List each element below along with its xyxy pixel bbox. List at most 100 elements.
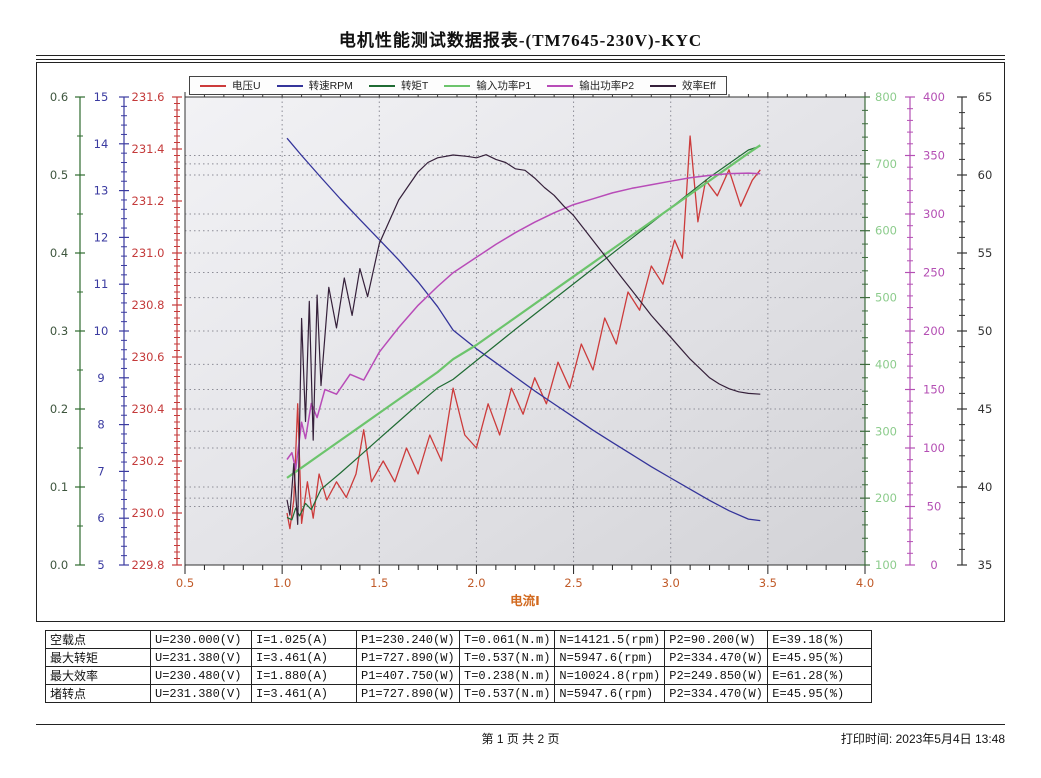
series-speed-rpm — [286, 137, 761, 522]
cell-voltage: U=230.000(V) — [150, 630, 252, 649]
legend-label: 输出功率P2 — [579, 80, 635, 92]
table-row-max-efficiency: 最大效率 U=230.480(V) I=1.880(A) P1=407.750(… — [45, 666, 873, 685]
cell-input-power: P1=407.750(W) — [356, 666, 460, 685]
x-tick-label: 3.5 — [759, 576, 777, 590]
y-tick-label-T: 0.3 — [50, 324, 68, 338]
cell-speed: N=10024.8(rpm) — [554, 666, 666, 685]
y-tick-label-U: 230.8 — [132, 298, 165, 312]
x-axis: 0.5 1.0 1.5 2.0 2.5 3.0 3.5 4.0 电流I — [176, 92, 874, 608]
row-label: 最大转矩 — [45, 648, 151, 667]
y-axis-Eff: 35 40 45 50 55 60 65 — [957, 90, 992, 572]
cell-current: I=1.025(A) — [251, 630, 357, 649]
y-axis-RPM: 5 6 7 8 9 10 11 12 13 14 15 — [94, 90, 129, 572]
y-tick-label-RPM: 6 — [97, 511, 104, 525]
cell-input-power: P1=727.890(W) — [356, 648, 460, 667]
y-tick-label-T: 0.0 — [50, 558, 68, 572]
legend-label: 电压U — [232, 80, 261, 92]
cell-output-power: P2=334.470(W) — [664, 648, 769, 667]
torque-line-sample — [368, 84, 395, 87]
y-tick-label-U: 229.8 — [132, 558, 165, 572]
y-tick-label-P1: 500 — [875, 291, 897, 305]
y-tick-label-RPM: 7 — [97, 464, 104, 478]
legend-item-input-power: 输入功率P1 — [444, 78, 531, 93]
y-tick-label-RPM: 15 — [94, 90, 109, 104]
y-tick-label-P2: 150 — [923, 383, 945, 397]
x-tick-label: 2.5 — [564, 576, 582, 590]
y-tick-label-Eff: 45 — [978, 402, 993, 416]
legend-item-voltage: 电压U — [200, 78, 261, 93]
y-axis-U: 229.8 230.0 230.2 230.4 230.6 230.8 231.0 231.2… — [132, 90, 182, 572]
row-label: 空载点 — [45, 630, 151, 649]
cell-torque: T=0.537(N.m) — [458, 684, 556, 703]
y-tick-label-RPM: 5 — [97, 558, 104, 572]
x-tick-label: 1.0 — [273, 576, 291, 590]
y-tick-label-P2: 50 — [927, 500, 942, 514]
y-tick-label-P1: 300 — [875, 424, 897, 438]
y-tick-label-P2: 300 — [923, 207, 945, 221]
performance-chart: 0.5 1.0 1.5 2.0 2.5 3.0 3.5 4.0电流I0.00.10.20.30… — [50, 90, 992, 608]
y-tick-label-T: 0.4 — [50, 246, 68, 260]
y-tick-label-RPM: 13 — [94, 184, 109, 198]
y-tick-label-Eff: 60 — [978, 168, 993, 182]
y-tick-label-T: 0.6 — [50, 90, 68, 104]
y-tick-label-RPM: 8 — [97, 418, 104, 432]
y-tick-label-U: 231.0 — [132, 246, 165, 260]
efficiency-line-sample — [650, 84, 677, 87]
cell-output-power: P2=90.200(W) — [664, 630, 769, 649]
legend-label: 输入功率P1 — [476, 80, 532, 92]
y-tick-label-T: 0.1 — [50, 480, 68, 494]
legend-item-speed: 转速RPM — [276, 78, 353, 93]
cell-output-power: P2=334.470(W) — [664, 684, 769, 703]
y-tick-label-P1: 600 — [875, 224, 897, 238]
x-tick-label: 4.0 — [856, 576, 874, 590]
y-tick-label-P2: 350 — [923, 149, 945, 163]
x-axis-title: 电流I — [510, 593, 540, 608]
series-input-power-p1 — [286, 144, 761, 479]
cell-torque: T=0.238(N.m) — [458, 666, 556, 685]
y-tick-label-P2: 0 — [930, 558, 937, 572]
y-tick-label-RPM: 14 — [94, 137, 109, 151]
legend-item-torque: 转矩T — [368, 78, 428, 93]
cell-voltage: U=230.480(V) — [150, 666, 252, 685]
x-tick-label: 1.5 — [370, 576, 388, 590]
cell-torque: T=0.537(N.m) — [458, 648, 556, 667]
cell-speed: N=14121.5(rpm) — [554, 630, 666, 649]
cell-input-power: P1=230.240(W) — [356, 630, 460, 649]
cell-input-power: P1=727.890(W) — [356, 684, 460, 703]
print-timestamp: 打印时间: 2023年5月4日 13:48 — [840, 732, 1005, 746]
y-tick-label-U: 231.4 — [132, 142, 165, 156]
cell-voltage: U=231.380(V) — [150, 648, 252, 667]
cell-efficiency: E=45.95(%) — [767, 648, 873, 667]
report-title: 电机性能测试数据报表-(TM7645-230V)-KYC — [338, 31, 703, 50]
y-tick-label-T: 0.5 — [50, 168, 68, 182]
y-tick-label-Eff: 35 — [978, 558, 993, 572]
speed-line-sample — [276, 84, 303, 87]
cell-speed: N=5947.6(rpm) — [554, 648, 666, 667]
legend-label: 转速RPM — [308, 80, 353, 92]
y-tick-label-RPM: 10 — [94, 324, 109, 338]
y-axis-T: 0.0 0.1 0.2 0.3 0.4 0.5 0.6 — [50, 90, 85, 572]
x-tick-label: 2.0 — [467, 576, 485, 590]
y-tick-label-T: 0.2 — [50, 402, 68, 416]
y-tick-label-Eff: 40 — [978, 480, 993, 494]
table-row-max-torque: 最大转矩 U=231.380(V) I=3.461(A) P1=727.890(… — [45, 648, 873, 667]
page-number: 第 1 页 共 2 页 — [481, 732, 560, 746]
voltage-line-sample — [200, 84, 226, 87]
table-row-no-load: 空载点 U=230.000(V) I=1.025(A) P1=230.240(W… — [45, 630, 873, 649]
table-row-locked-rotor: 堵转点 U=231.380(V) I=3.461(A) P1=727.890(W… — [45, 684, 873, 703]
legend-item-output-power: 输出功率P2 — [547, 78, 634, 93]
y-axis-P1: 100 200 300 400 500 600 700 800 — [860, 90, 897, 572]
y-tick-label-P2: 250 — [923, 266, 945, 280]
y-tick-label-U: 231.6 — [132, 90, 165, 104]
row-label: 堵转点 — [45, 684, 151, 703]
cell-torque: T=0.061(N.m) — [458, 630, 556, 649]
y-tick-label-U: 231.2 — [132, 194, 165, 208]
y-tick-label-RPM: 11 — [94, 277, 109, 291]
series-voltage-u — [286, 135, 761, 530]
operating-points-table: 空载点 U=230.000(V) I=1.025(A) P1=230.240(W… — [45, 630, 873, 703]
cell-current: I=3.461(A) — [251, 648, 357, 667]
y-tick-label-U: 230.2 — [132, 454, 165, 468]
y-tick-label-U: 230.6 — [132, 350, 165, 364]
y-tick-label-Eff: 55 — [978, 246, 993, 260]
